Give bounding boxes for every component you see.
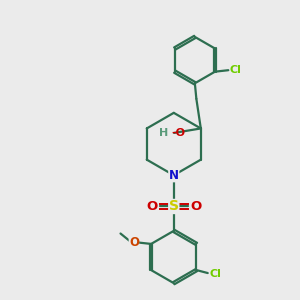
Text: O: O — [129, 236, 139, 249]
Text: O: O — [190, 200, 201, 213]
Text: N: N — [169, 169, 179, 182]
Text: O: O — [146, 200, 158, 213]
Text: H: H — [159, 128, 168, 138]
Text: Cl: Cl — [209, 268, 221, 279]
Text: Cl: Cl — [230, 65, 242, 75]
Text: -O: -O — [171, 128, 185, 138]
Text: S: S — [169, 200, 179, 214]
